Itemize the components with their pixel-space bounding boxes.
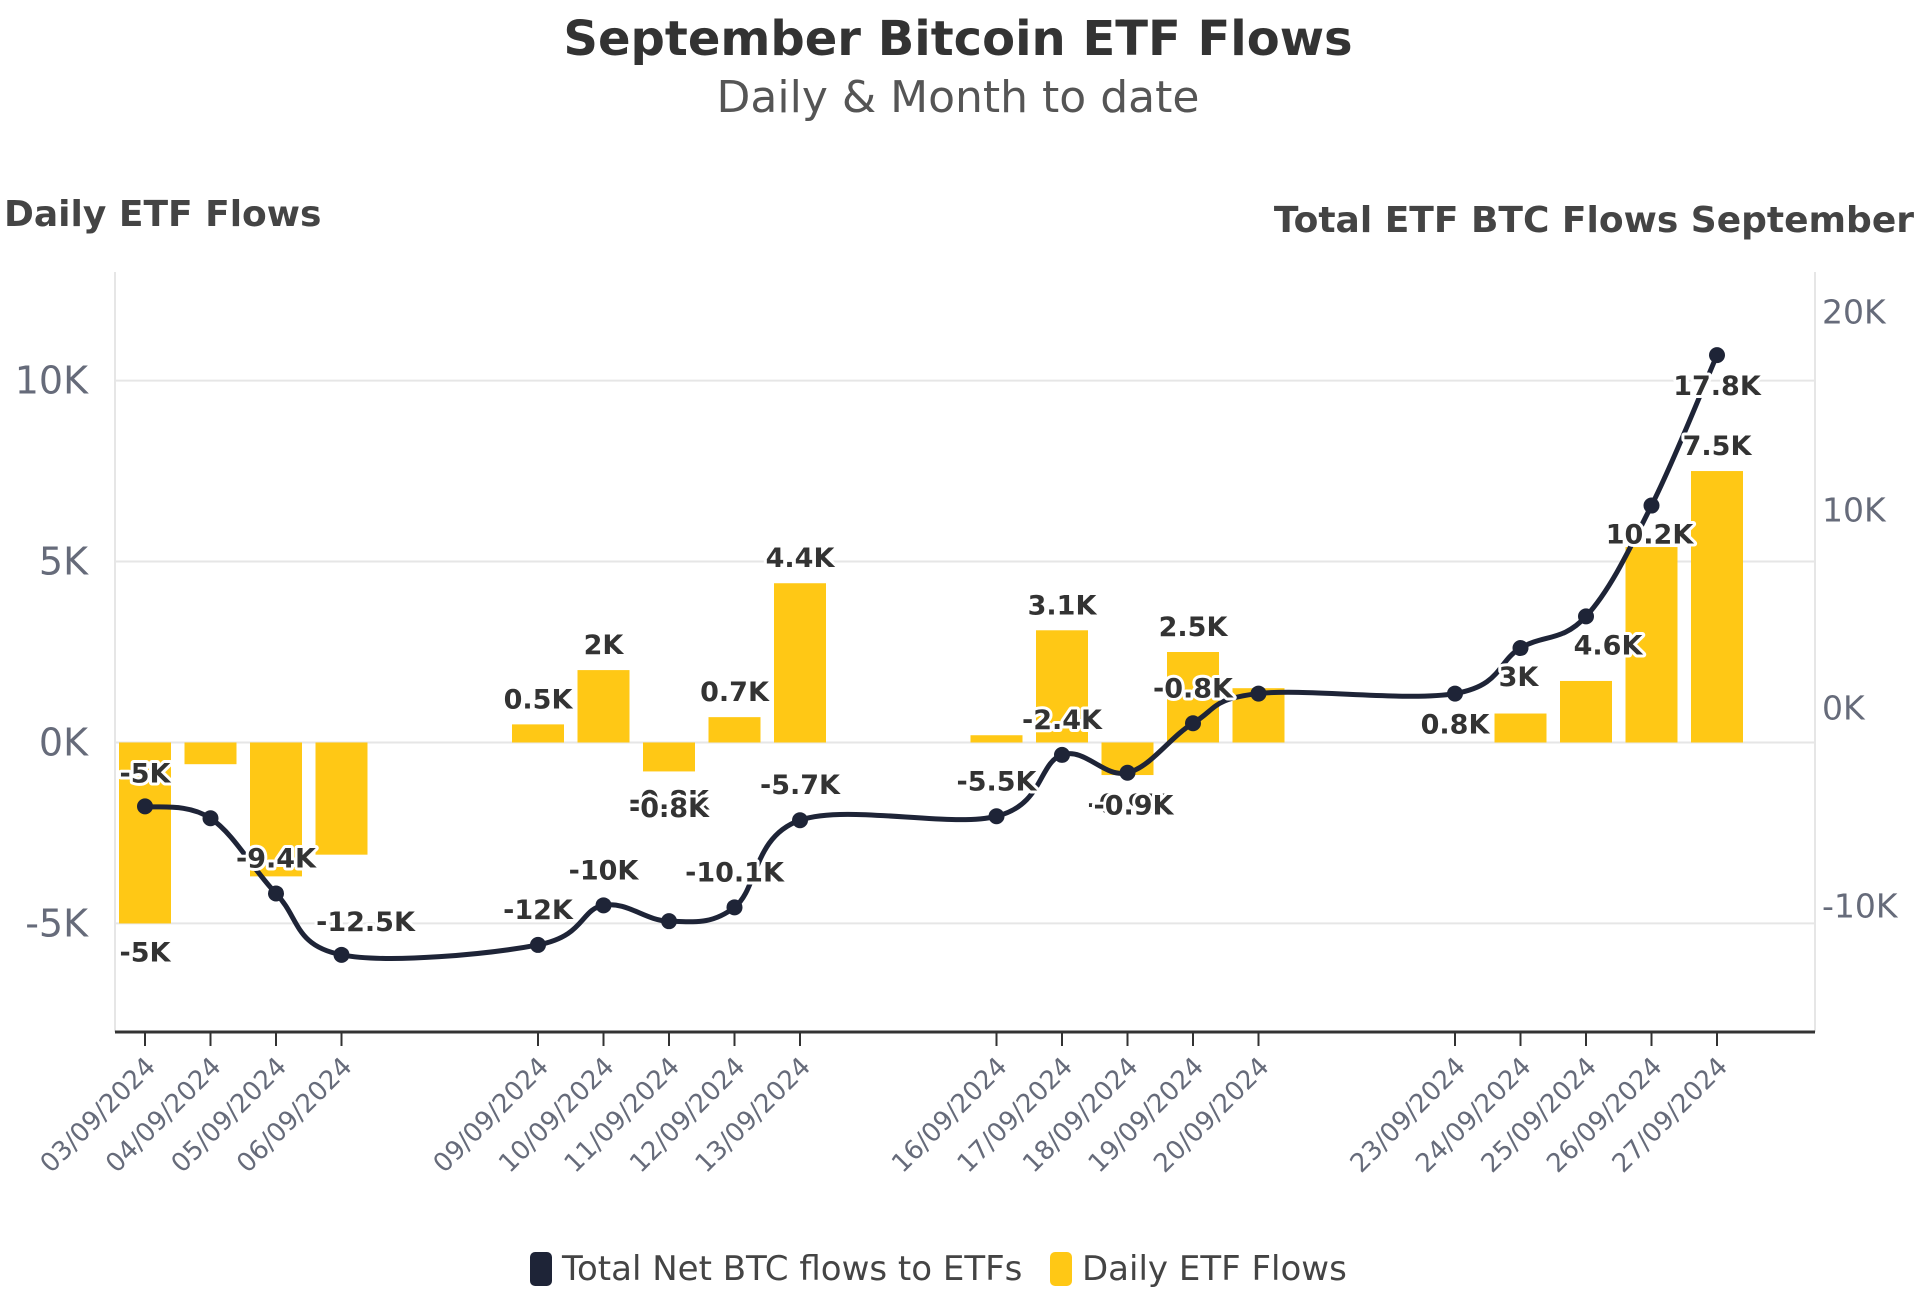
line-series-total-net-btc-flows [137, 347, 1725, 963]
line-data-label: -10K [569, 855, 640, 886]
right-tick-label: -10K [1822, 886, 1899, 925]
line-point [988, 808, 1005, 825]
line-data-label: -0.8K [1153, 673, 1234, 704]
bar [643, 742, 695, 772]
bar-series-daily-etf-flows [119, 471, 1743, 924]
axes: -5K0K5K10K-10K0K10K20K03/09/202404/09/20… [15, 272, 1899, 1179]
line-point [1185, 715, 1201, 732]
line-point [1119, 764, 1136, 781]
line-point [1250, 685, 1267, 702]
line-point [530, 936, 546, 953]
line-data-label: -12.5K [316, 907, 416, 938]
line-point [792, 812, 808, 829]
line-data-label: -5K [120, 758, 172, 789]
line-path [144, 354, 1720, 961]
line-data-label: -10.1K [685, 857, 785, 888]
line-point [1578, 608, 1594, 625]
line-point [595, 897, 612, 914]
right-tick-label: 0K [1822, 688, 1866, 727]
legend: Total Net BTC flows to ETFs Daily ETF Fl… [530, 1249, 1347, 1289]
bar [1494, 713, 1547, 743]
bar [250, 742, 302, 877]
bar-data-label: 2K [584, 630, 625, 661]
line-point [1512, 640, 1529, 657]
gridlines [115, 379, 1815, 925]
line-data-label: -5.7K [760, 770, 841, 801]
line-data-label: 0.8K [1421, 710, 1491, 741]
bar [184, 742, 237, 765]
left-tick-label: 10K [15, 359, 89, 403]
line-point [1054, 746, 1070, 763]
bar-data-label: 7.5K [1683, 431, 1753, 462]
line-point [661, 913, 677, 930]
data-labels: -5K 0.5K 2K -0.8K 0.7K 4.4K 3.1K -0.9K 2.5K 7.5K -… [117, 368, 1765, 971]
bar-data-label: -0.8K [629, 785, 710, 816]
bar [512, 724, 564, 743]
bar-data-label: -5K [120, 937, 172, 968]
bar-data-label: 2.5K [1159, 612, 1229, 643]
line-point [1447, 685, 1463, 702]
left-tick-label: -5K [25, 901, 89, 945]
bar [1560, 680, 1612, 743]
bar-data-label: 0.5K [504, 684, 574, 715]
bar [774, 583, 826, 743]
line-data-label: -0.8K [629, 793, 710, 824]
line-data-label: -2.4K [1022, 705, 1103, 736]
line-point [333, 946, 350, 963]
bar-data-label: 4.4K [766, 543, 836, 574]
bar-data-label: 3.1K [1028, 590, 1098, 621]
right-tick-label: 10K [1822, 491, 1887, 530]
line-data-label: -0.9K [1094, 791, 1175, 822]
right-axis-title: Total ETF BTC Flows September [1274, 200, 1914, 241]
left-tick-label: 0K [39, 720, 89, 764]
left-axis-title: Daily ETF Flows [4, 194, 321, 235]
line-point [1643, 497, 1660, 514]
line-point [726, 899, 743, 916]
bar [315, 742, 368, 855]
line-data-label: 3K [1499, 662, 1540, 693]
legend-swatch-total-net [530, 1252, 552, 1286]
chart-title: September Bitcoin ETF Flows [563, 11, 1352, 67]
line-data-label: 4.6K [1574, 630, 1644, 661]
line-data-label: -5.5K [957, 766, 1038, 797]
line-data-label: -12K [503, 895, 574, 926]
left-tick-label: 5K [39, 540, 89, 584]
line-data-label: 17.8K [1673, 371, 1762, 402]
bar [1036, 630, 1088, 743]
line-point [202, 810, 219, 827]
bar [119, 742, 171, 924]
line-point [268, 885, 284, 902]
bar [970, 735, 1023, 743]
bar [1691, 471, 1743, 743]
line-point [137, 798, 153, 815]
line-point [1709, 347, 1725, 364]
legend-label-total-net[interactable]: Total Net BTC flows to ETFs [561, 1249, 1022, 1289]
bar-data-label: -0.9K [1088, 789, 1169, 820]
bar [1625, 547, 1678, 743]
right-tick-label: 20K [1822, 293, 1887, 332]
bar [577, 670, 630, 743]
line-data-label: -9.4K [236, 843, 317, 874]
legend-label-daily-flows[interactable]: Daily ETF Flows [1082, 1249, 1347, 1289]
bar [708, 717, 761, 743]
chart-subtitle: Daily & Month to date [717, 72, 1200, 123]
legend-swatch-daily-flows [1050, 1252, 1072, 1286]
line-data-label: 10.2K [1606, 520, 1695, 551]
bar-data-label: 0.7K [700, 677, 770, 708]
